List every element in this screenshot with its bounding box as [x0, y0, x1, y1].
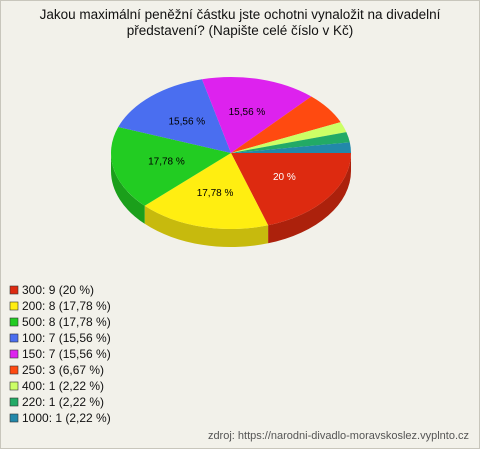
- legend-swatch: [9, 397, 19, 407]
- slice-label: 17,78 %: [148, 156, 185, 167]
- slice-label: 15,56 %: [229, 107, 266, 118]
- source-note: zdroj: https://narodni-divadlo-moravskos…: [207, 430, 469, 442]
- slice-label: 15,56 %: [168, 117, 205, 128]
- slice: [118, 79, 231, 153]
- legend-swatch: [9, 301, 19, 311]
- legend-swatch: [9, 285, 19, 295]
- legend-label: 400: 1 (2,22 %): [22, 379, 104, 393]
- slice-side: [268, 153, 351, 244]
- legend-swatch: [9, 349, 19, 359]
- chart-title: Jakou maximální peněžní částku jste ocho…: [39, 7, 441, 38]
- slice: [201, 77, 312, 153]
- legend-label: 200: 8 (17,78 %): [22, 299, 111, 313]
- legend-swatch: [9, 381, 19, 391]
- legend-label: 500: 8 (17,78 %): [22, 315, 111, 329]
- slice: [111, 127, 231, 206]
- slice: [231, 153, 351, 226]
- slice: [231, 122, 347, 153]
- slice-side: [144, 205, 269, 247]
- legend-label: 250: 3 (6,67 %): [22, 363, 104, 377]
- legend-label: 150: 7 (15,56 %): [22, 347, 111, 361]
- slice: [144, 153, 269, 229]
- slice-side: [111, 153, 145, 224]
- slice: [231, 132, 350, 153]
- slice: [231, 96, 341, 153]
- legend-label: 220: 1 (2,22 %): [22, 395, 104, 409]
- legend-label: 300: 9 (20 %): [22, 283, 94, 297]
- legend-swatch: [9, 365, 19, 375]
- legend-swatch: [9, 413, 19, 423]
- legend-swatch: [9, 333, 19, 343]
- slice: [231, 142, 351, 153]
- slice-label: 17,78 %: [197, 188, 234, 199]
- legend-label: 100: 7 (15,56 %): [22, 331, 111, 345]
- legend-swatch: [9, 317, 19, 327]
- legend-label: 1000: 1 (2,22 %): [22, 411, 111, 425]
- slice-label: 20 %: [273, 172, 296, 183]
